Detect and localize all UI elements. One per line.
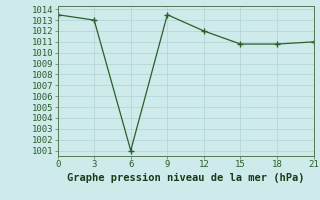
X-axis label: Graphe pression niveau de la mer (hPa): Graphe pression niveau de la mer (hPa) [67,173,304,183]
